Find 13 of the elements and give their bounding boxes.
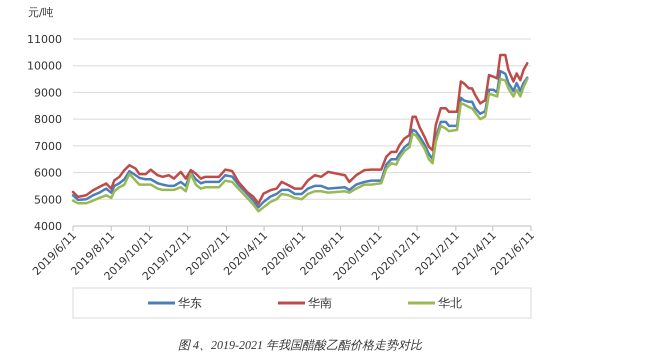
text: 图 4、2019-2021 年我国醋酸乙酯价格走势对比 (178, 338, 423, 352)
y-tick-label: 11000 (27, 33, 62, 46)
y-axis-title: 元/吨 (28, 6, 54, 19)
y-tick-label: 10000 (27, 60, 62, 73)
legend-label: 华北 (438, 296, 462, 310)
y-tick-label: 4000 (34, 220, 62, 233)
y-tick-label: 6000 (34, 166, 62, 180)
y-tick-label: 9000 (34, 86, 62, 100)
y-tick-label: 8000 (34, 113, 62, 126)
y-tick-label: 5000 (34, 193, 62, 206)
legend-label: 华南 (308, 296, 332, 310)
legend-label: 华东 (178, 296, 202, 310)
y-tick-label: 7000 (34, 140, 62, 153)
